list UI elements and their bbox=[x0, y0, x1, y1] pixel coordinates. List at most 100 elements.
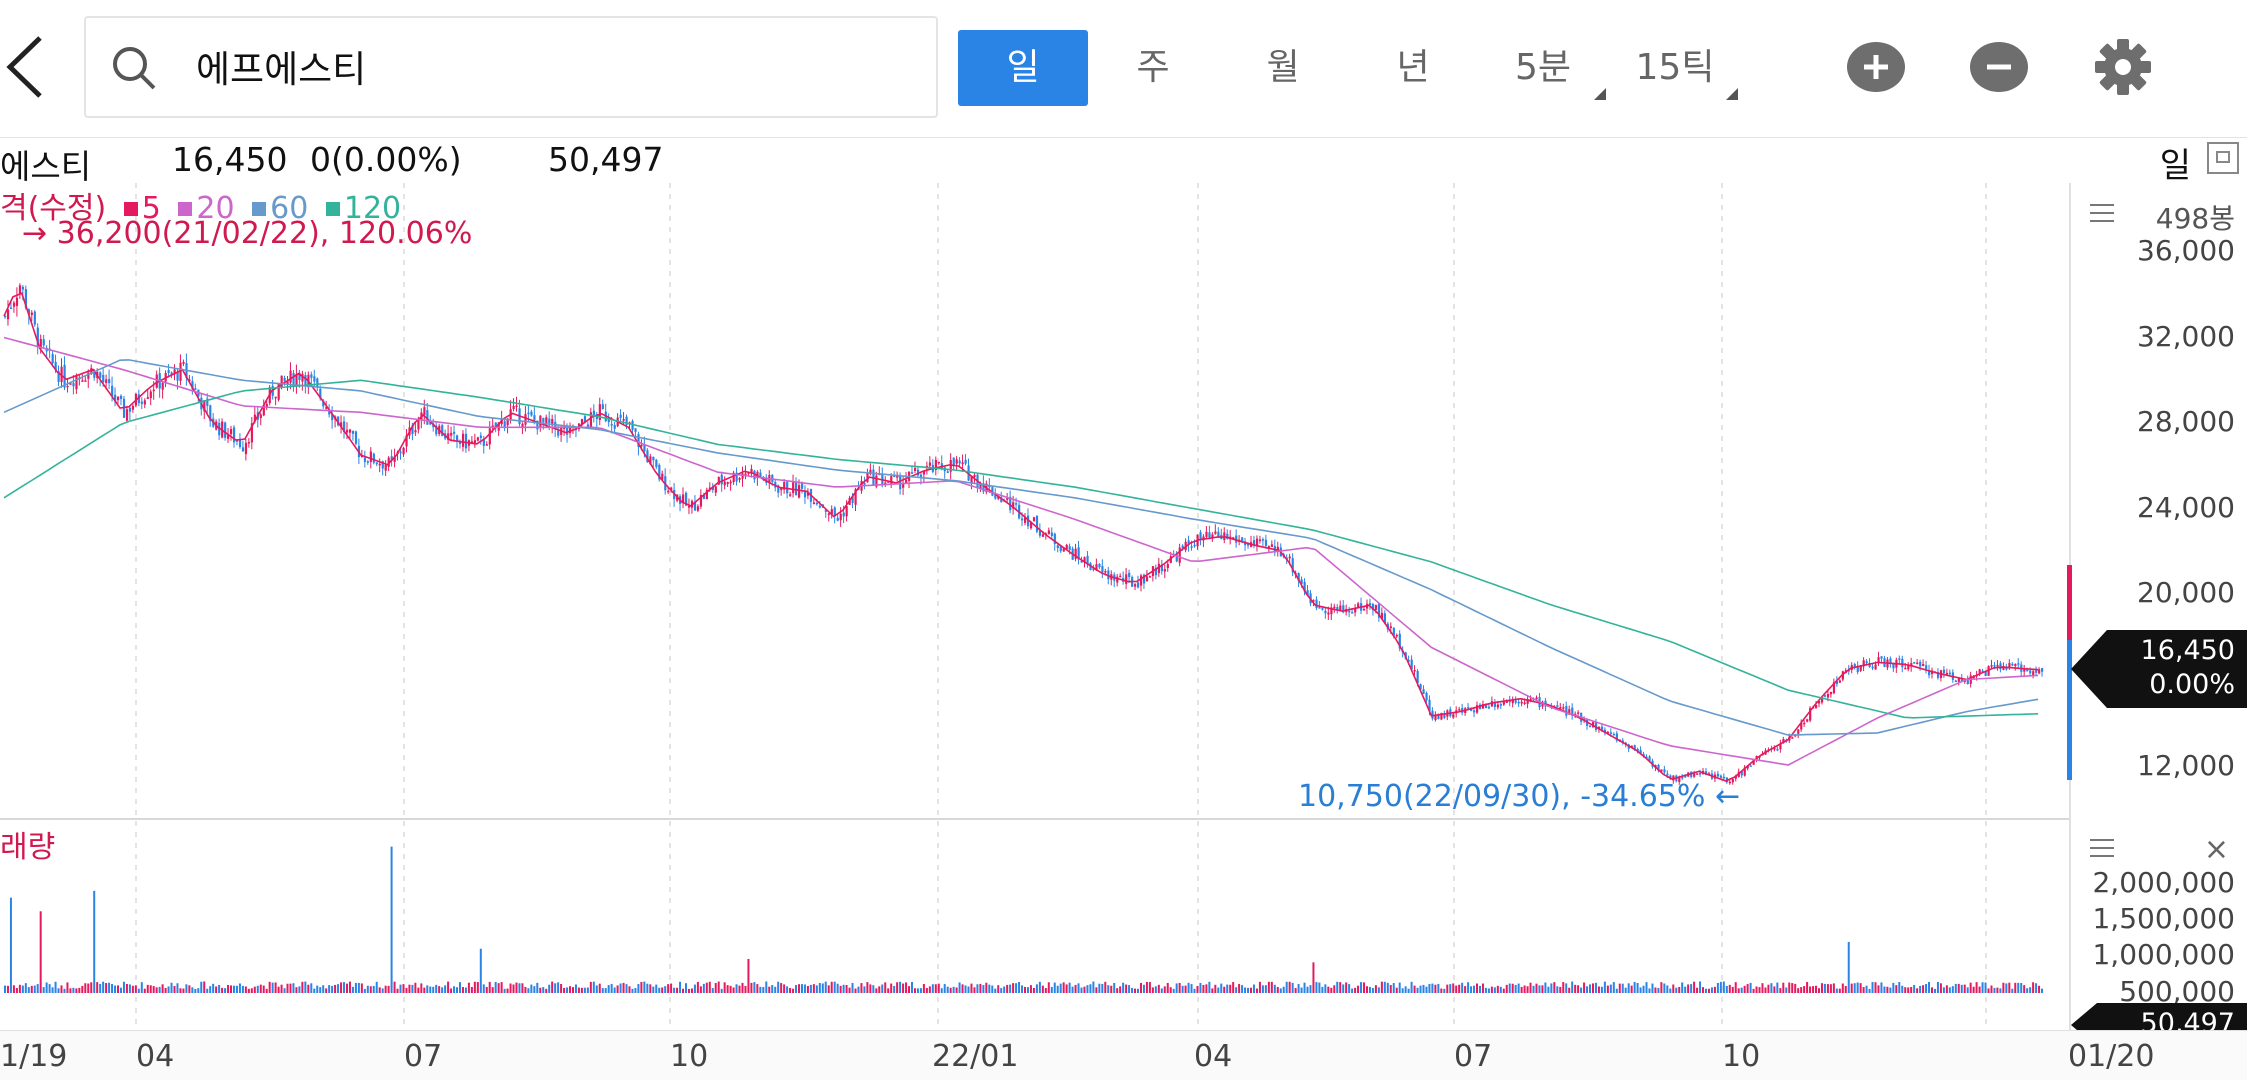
volume-bar bbox=[21, 985, 24, 993]
volume-bar bbox=[1928, 981, 1931, 993]
volume-bar bbox=[485, 986, 488, 993]
price-chart[interactable] bbox=[0, 183, 2247, 1030]
candle-body bbox=[723, 481, 726, 486]
candle-body bbox=[815, 502, 819, 505]
volume-bar bbox=[1175, 983, 1178, 993]
volume-bar bbox=[99, 983, 102, 993]
candle-body bbox=[696, 506, 700, 511]
tab-15tick[interactable]: 15틱 bbox=[1635, 47, 1715, 88]
volume-bar bbox=[708, 981, 711, 993]
volume-bar bbox=[783, 984, 786, 993]
settings-button[interactable] bbox=[2092, 36, 2154, 98]
volume-bar bbox=[262, 985, 265, 993]
search-input[interactable] bbox=[196, 36, 896, 96]
volume-bar bbox=[973, 987, 976, 993]
volume-bar bbox=[1597, 986, 1600, 993]
tab-day[interactable]: 일 bbox=[958, 30, 1088, 106]
candle-body bbox=[973, 475, 976, 478]
candle-body bbox=[783, 482, 786, 490]
volume-bar bbox=[1615, 988, 1618, 993]
candle-body bbox=[328, 409, 331, 415]
candle-body bbox=[1377, 603, 1381, 618]
candle-body bbox=[845, 506, 848, 517]
ma60-line bbox=[3, 359, 2039, 736]
price-pane-menu-icon[interactable] bbox=[2090, 204, 2114, 222]
volume-bar bbox=[946, 986, 949, 993]
back-button[interactable] bbox=[0, 30, 60, 104]
candle-body bbox=[140, 401, 143, 404]
candle-body bbox=[57, 371, 60, 382]
zoom-in-button[interactable] bbox=[1846, 40, 1906, 94]
volume-bar bbox=[54, 981, 57, 993]
volume-bar bbox=[1473, 985, 1476, 993]
candle-body bbox=[1621, 740, 1624, 742]
candle-body bbox=[325, 407, 328, 409]
close-volume-pane-button[interactable]: × bbox=[2203, 832, 2229, 867]
volume-bar bbox=[1205, 984, 1208, 993]
candle-body bbox=[1514, 700, 1517, 703]
volume-bar bbox=[1377, 987, 1380, 993]
candle-body bbox=[18, 285, 22, 295]
candle-body bbox=[1562, 707, 1565, 709]
tab-5min[interactable]: 5분 bbox=[1514, 47, 1572, 88]
candle-body bbox=[102, 374, 105, 383]
volume-bar bbox=[1309, 985, 1312, 993]
candle-body bbox=[1922, 664, 1925, 667]
candle-body bbox=[366, 461, 369, 463]
volume-bar bbox=[420, 983, 423, 993]
volume-bar bbox=[1104, 981, 1107, 993]
candle-body bbox=[1107, 570, 1110, 580]
candle-body bbox=[1208, 532, 1211, 538]
chart-layout-button[interactable] bbox=[2207, 142, 2239, 174]
volume-bar bbox=[643, 981, 646, 993]
candle-body bbox=[988, 485, 991, 488]
volume-bar bbox=[1586, 986, 1589, 993]
volume-bar bbox=[2023, 985, 2026, 993]
volume-bar bbox=[518, 983, 521, 993]
candle-body bbox=[506, 418, 509, 426]
volume-pane-menu-icon[interactable] bbox=[2090, 839, 2114, 857]
candle-body bbox=[491, 425, 494, 427]
volume-bar bbox=[232, 985, 235, 993]
zoom-out-icon bbox=[1970, 42, 2028, 92]
candle-body bbox=[313, 376, 316, 382]
volume-bar bbox=[1327, 986, 1330, 993]
tab-week[interactable]: 주 bbox=[1136, 47, 1170, 88]
volume-bar bbox=[357, 982, 360, 993]
volume-bar bbox=[1565, 983, 1568, 993]
candle-body bbox=[93, 370, 96, 378]
time-axis: 1/19 04 07 10 22/01 04 07 10 01/20 bbox=[0, 1030, 2247, 1080]
candle-body bbox=[1312, 600, 1315, 602]
volume-bar bbox=[473, 981, 476, 993]
volume-bar bbox=[1458, 984, 1461, 993]
candle-body bbox=[6, 309, 10, 320]
candle-body bbox=[247, 441, 251, 444]
volume-bar bbox=[271, 982, 274, 993]
volume-bar bbox=[830, 981, 833, 993]
candle-body bbox=[1925, 665, 1928, 669]
candle-body bbox=[1032, 517, 1036, 522]
volume-bar bbox=[30, 985, 33, 993]
volume-bar bbox=[1151, 987, 1154, 993]
volume-bar bbox=[640, 981, 643, 993]
volume-bar bbox=[360, 983, 363, 993]
volume-bar bbox=[1419, 985, 1422, 993]
volume-bar bbox=[1160, 988, 1163, 993]
volume-bar bbox=[185, 984, 188, 993]
volume-bar bbox=[1003, 986, 1006, 993]
volume-bar bbox=[1508, 983, 1511, 993]
volume-bar bbox=[1449, 984, 1452, 993]
zoom-out-button[interactable] bbox=[1969, 40, 2029, 94]
candle-body bbox=[1499, 704, 1503, 706]
volume-bar bbox=[69, 988, 72, 993]
volume-bar bbox=[381, 988, 384, 993]
volume-bar bbox=[1270, 981, 1273, 993]
volume-bar bbox=[1589, 984, 1592, 993]
tab-month[interactable]: 월 bbox=[1266, 47, 1300, 88]
volume-bar bbox=[221, 987, 224, 993]
candle-body bbox=[295, 373, 298, 386]
candle-body bbox=[1026, 515, 1030, 527]
candle-body bbox=[1000, 497, 1003, 503]
volume-bar bbox=[1196, 985, 1199, 993]
tab-year[interactable]: 년 bbox=[1396, 47, 1430, 88]
